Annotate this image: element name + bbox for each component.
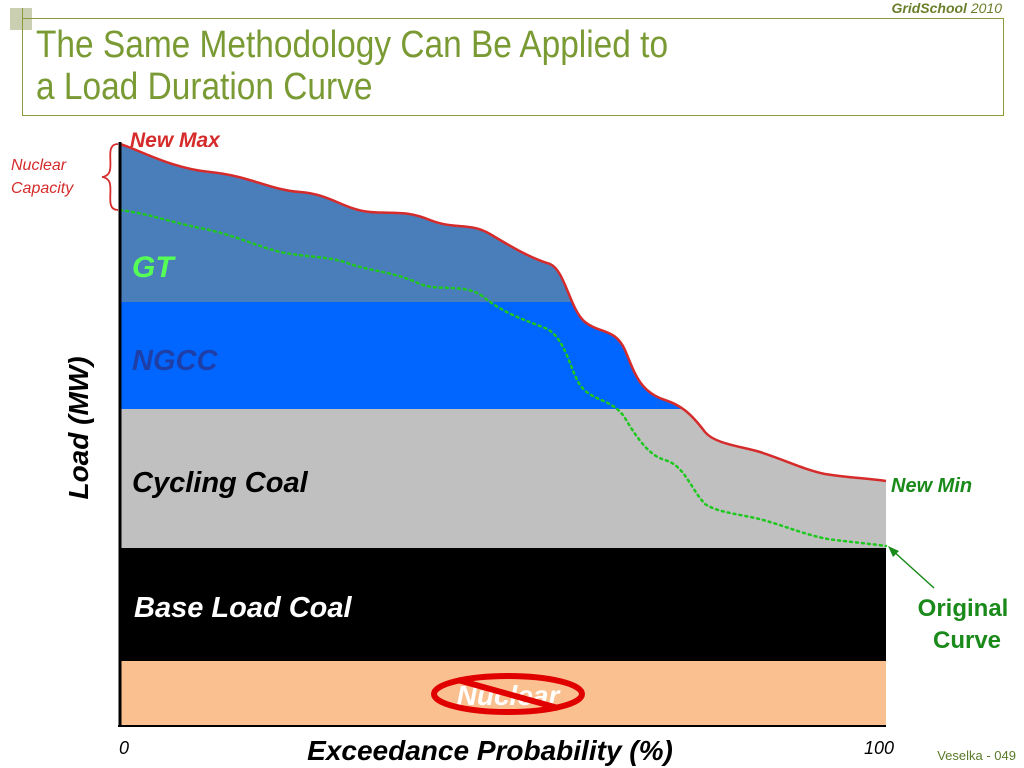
prohibition-slash-icon xyxy=(457,677,559,711)
corner-decoration xyxy=(10,8,32,30)
generation-bands xyxy=(120,144,886,726)
original-curve-pointer xyxy=(891,549,935,589)
base-load-coal-label: Base Load Coal xyxy=(134,592,352,624)
brand-label: GridSchool 2010 xyxy=(892,0,1003,16)
title-frame-top xyxy=(22,18,1004,19)
ngcc-label: NGCC xyxy=(132,345,218,377)
title-frame-bottom xyxy=(22,115,1004,116)
brand-name: GridSchool xyxy=(891,0,967,16)
nuclear-removed-marker: Nuclear xyxy=(431,673,585,715)
x-axis-min-label: 0 xyxy=(119,738,129,758)
cycling-coal-label: Cycling Coal xyxy=(132,467,309,499)
original-curve-label-line2: Curve xyxy=(933,627,1001,654)
original-load-curve xyxy=(118,208,888,548)
brand-year: 2010 xyxy=(970,0,1002,16)
base-load-coal-band xyxy=(120,548,886,661)
original-curve-arrowhead-icon xyxy=(888,546,899,557)
slide-title: The Same Methodology Can Be Applied to a… xyxy=(36,24,669,108)
y-axis-label: Load (MW) xyxy=(63,356,94,499)
x-axis-max-label: 100 xyxy=(864,738,894,758)
prohibition-ring-icon xyxy=(431,673,585,715)
new-max-label: New Max xyxy=(130,129,221,152)
ngcc-band xyxy=(120,302,886,409)
nuclear-capacity-label-line2: Capacity xyxy=(11,180,74,197)
slide-footer: Veselka - 049 xyxy=(937,748,1016,763)
x-axis-label: Exceedance Probability (%) xyxy=(307,735,673,766)
title-frame-right xyxy=(1003,18,1004,116)
title-frame-vertical xyxy=(22,8,23,116)
gt-band xyxy=(120,144,886,302)
original-curve-label-line1: Original xyxy=(918,595,1009,622)
new-load-curve xyxy=(119,142,887,483)
nuclear-capacity-label-line1: Nuclear xyxy=(11,157,67,174)
gt-label: GT xyxy=(132,251,176,284)
new-min-label: New Min xyxy=(891,475,972,497)
nuclear-capacity-brace xyxy=(101,143,119,211)
